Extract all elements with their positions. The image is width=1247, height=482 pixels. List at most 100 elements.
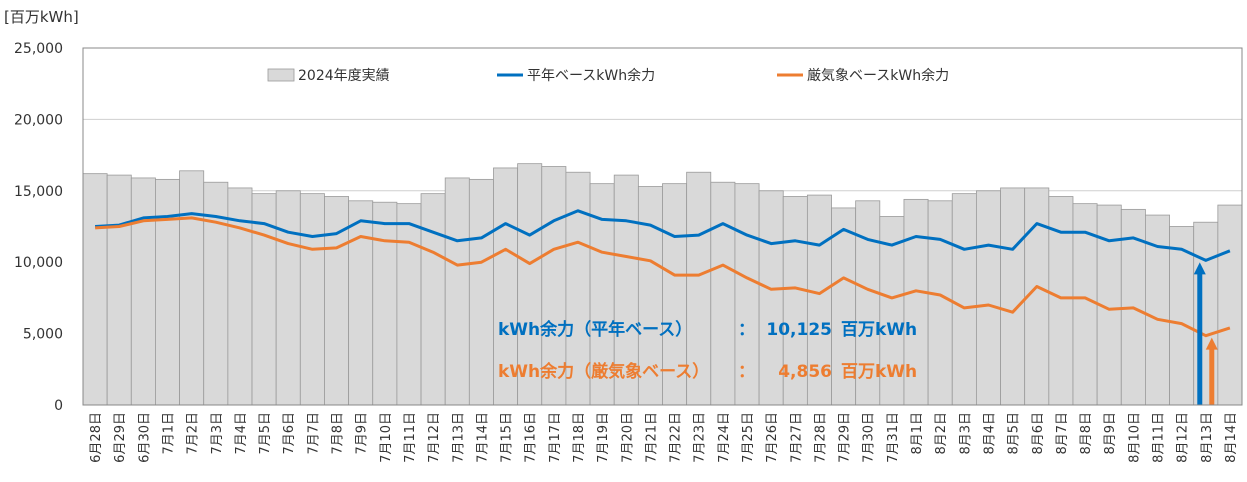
x-tick-label: 7月26日 xyxy=(765,412,780,463)
bar xyxy=(179,170,205,406)
x-tick-label: 7月24日 xyxy=(717,412,732,463)
annotation-separator: ： xyxy=(738,362,755,382)
x-tick-label: 7月19日 xyxy=(596,412,611,463)
x-tick-label: 8月2日 xyxy=(934,412,949,455)
bar xyxy=(927,200,953,406)
annotation-unit: 百万kWh xyxy=(841,362,917,382)
bar xyxy=(251,193,277,406)
x-tick-label: 7月31日 xyxy=(886,412,901,463)
x-tick-label: 8月1日 xyxy=(910,412,925,455)
bar xyxy=(155,178,180,406)
x-tick-label: 7月21日 xyxy=(644,412,659,463)
bar xyxy=(975,190,1001,406)
bar xyxy=(613,174,639,406)
bar xyxy=(106,174,132,406)
x-tick-label: 7月23日 xyxy=(693,412,708,463)
line-series xyxy=(95,209,1231,338)
annotation-value: 4,856 xyxy=(778,362,832,382)
x-tick-label: 7月13日 xyxy=(451,412,466,463)
legend-label: 厳気象ベースkWh余力 xyxy=(807,67,949,84)
y-tick-label: 15,000 xyxy=(14,184,63,200)
annotation-label: kWh余力（厳気象ベース） xyxy=(498,361,709,382)
x-tick-label: 7月12日 xyxy=(427,412,442,463)
x-tick-label: 8月10日 xyxy=(1127,412,1142,463)
x-tick-label: 8月4日 xyxy=(982,412,997,455)
x-tick-label: 8月12日 xyxy=(1176,412,1191,463)
bar xyxy=(299,193,325,406)
bar xyxy=(734,183,760,406)
y-axis: 0 5,000 10,000 15,000 20,000 25,000 xyxy=(14,41,63,414)
x-tick-label: 7月8日 xyxy=(331,412,346,455)
annotation-unit: 百万kWh xyxy=(841,320,917,340)
arrow-head xyxy=(1205,337,1218,350)
x-tick-label: 7月18日 xyxy=(572,412,587,463)
plot-frame xyxy=(82,47,1243,406)
x-tick-label: 6月28日 xyxy=(89,412,104,463)
x-tick-label: 7月7日 xyxy=(306,412,321,455)
legend-label: 2024年度実績 xyxy=(298,68,390,84)
x-tick-label: 8月8日 xyxy=(1079,412,1094,455)
bar xyxy=(903,198,929,406)
bar xyxy=(396,203,422,406)
x-axis: 6月28日 6月29日 6月30日 7月1日 7月2日 7月3日 7月4日 7月5日 7月6日 7… xyxy=(89,412,1239,463)
x-tick-label: 7月20日 xyxy=(620,412,635,463)
bar xyxy=(782,196,808,406)
x-tick-label: 6月30日 xyxy=(137,412,152,463)
x-tick-label: 8月14日 xyxy=(1224,412,1239,463)
bar xyxy=(275,190,301,406)
arrow-shaft xyxy=(1197,272,1203,405)
x-tick-label: 8月9日 xyxy=(1103,412,1118,455)
x-tick-label: 7月6日 xyxy=(282,412,297,455)
x-tick-label: 7月14日 xyxy=(475,412,490,463)
x-tick-label: 7月11日 xyxy=(403,412,418,463)
bar xyxy=(493,167,519,406)
legend-swatch xyxy=(267,68,295,82)
x-tick-label: 7月1日 xyxy=(162,412,177,455)
series-line xyxy=(95,216,1231,338)
bar xyxy=(1000,187,1026,406)
x-tick-label: 6月29日 xyxy=(113,412,128,463)
x-tick-label: 7月22日 xyxy=(669,412,684,463)
bar xyxy=(130,177,156,406)
x-tick-label: 7月16日 xyxy=(524,412,539,463)
x-tick-label: 7月29日 xyxy=(838,412,853,463)
x-tick-label: 7月10日 xyxy=(379,412,394,463)
x-tick-label: 8月13日 xyxy=(1200,412,1215,463)
bar xyxy=(372,201,398,406)
x-tick-label: 7月25日 xyxy=(741,412,756,463)
x-tick-label: 7月9日 xyxy=(355,412,370,455)
bar xyxy=(82,173,108,406)
x-tick-label: 7月30日 xyxy=(862,412,877,463)
annotation-label: kWh余力（平年ベース） xyxy=(498,319,692,340)
x-tick-label: 7月15日 xyxy=(500,412,515,463)
x-tick-label: 8月7日 xyxy=(1055,412,1070,455)
y-tick-label: 0 xyxy=(54,398,63,414)
x-tick-label: 7月2日 xyxy=(186,412,201,455)
bar xyxy=(1217,204,1243,406)
bar-series xyxy=(82,163,1243,406)
bar xyxy=(348,200,374,406)
y-tick-label: 10,000 xyxy=(14,255,63,271)
x-tick-label: 8月3日 xyxy=(958,412,973,455)
x-tick-label: 7月5日 xyxy=(258,412,273,455)
bar xyxy=(324,196,350,406)
series-line xyxy=(95,209,1231,262)
legend: 2024年度実績 平年ベースkWh余力 厳気象ベースkWh余力 xyxy=(267,67,949,84)
x-tick-label: 7月4日 xyxy=(234,412,249,455)
y-unit-label: [百万kWh] xyxy=(4,8,79,26)
arrow-shaft xyxy=(1209,347,1215,405)
bar xyxy=(468,178,494,406)
annotation-separator: ： xyxy=(738,320,755,340)
bar xyxy=(951,193,977,406)
y-tick-label: 5,000 xyxy=(23,327,63,343)
x-tick-label: 8月5日 xyxy=(1007,412,1022,455)
arrow-head xyxy=(1193,262,1206,275)
bar xyxy=(710,181,736,406)
x-tick-label: 7月3日 xyxy=(210,412,225,455)
bar xyxy=(806,194,832,406)
bar xyxy=(1072,203,1098,406)
x-tick-label: 7月28日 xyxy=(813,412,828,463)
x-tick-label: 8月6日 xyxy=(1031,412,1046,455)
y-tick-label: 20,000 xyxy=(14,112,63,128)
